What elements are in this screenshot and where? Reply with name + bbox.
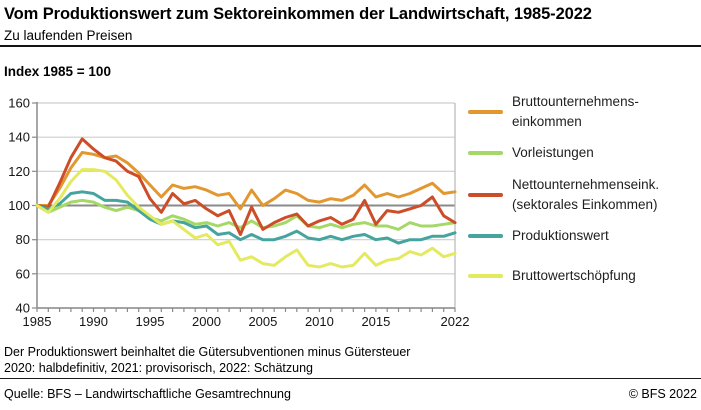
- legend-label: Vorleistungen: [512, 145, 594, 160]
- footnote-data-status: 2020: halbdefinitiv, 2021: provisorisch,…: [4, 361, 313, 375]
- footer-divider: [0, 378, 701, 380]
- legend-label: Nettounternehmenseink. (sektorales Einko…: [512, 177, 660, 212]
- y-tick-label: 100: [8, 198, 30, 213]
- legend-label: Produktionswert: [512, 228, 609, 243]
- series-line-3: [35, 190, 457, 245]
- legend-item-bruttounternehmenseinkommen: Bruttounternehmens- einkommen: [468, 92, 639, 132]
- legend-item-produktionswert: Produktionswert: [468, 226, 609, 246]
- legend-item-nettounternehmenseinkommen: Nettounternehmenseink. (sektorales Einko…: [468, 175, 659, 215]
- source-label: Quelle: BFS – Landwirtschaftliche Gesamt…: [4, 387, 291, 401]
- legend-swatch-orange: [468, 109, 503, 115]
- y-tick-label: 160: [8, 96, 30, 111]
- x-tick-label: 2022: [441, 314, 470, 329]
- y-tick-label: 140: [8, 130, 30, 145]
- footnote-produktionswert: Der Produktionswert beinhaltet die Güter…: [4, 345, 411, 359]
- legend-swatch-teal: [468, 233, 503, 239]
- x-tick-label: 2010: [305, 314, 334, 329]
- y-tick-label: 40: [16, 301, 30, 316]
- y-tick-label: 120: [8, 164, 30, 179]
- series-line-4: [35, 168, 457, 269]
- x-tick-label: 2000: [192, 314, 221, 329]
- legend-item-vorleistungen: Vorleistungen: [468, 143, 594, 163]
- x-tick-label: 1985: [23, 314, 52, 329]
- series-line-2: [35, 137, 457, 236]
- x-tick-label: 2005: [248, 314, 277, 329]
- y-tick-label: 60: [16, 266, 30, 281]
- line-chart: 40 60 80 100 120 140 160 1985 1990 1995 2000 2005 20…: [8, 96, 470, 330]
- x-tick-label: 2015: [361, 314, 390, 329]
- x-tick-label: 1990: [79, 314, 108, 329]
- x-tick-label: 1995: [136, 314, 165, 329]
- page-title: Vom Produktionswert zum Sektoreinkommen …: [4, 5, 592, 23]
- legend-swatch-green: [468, 150, 503, 156]
- copyright-label: © BFS 2022: [628, 387, 697, 401]
- header-divider: [0, 45, 701, 47]
- legend-label: Bruttounternehmens- einkommen: [512, 94, 639, 129]
- y-tick-label: 80: [16, 232, 30, 247]
- series-line-0: [35, 151, 457, 211]
- legend-label: Bruttowertschöpfung: [512, 268, 636, 283]
- legend-swatch-red: [468, 192, 503, 198]
- legend-swatch-yellow: [468, 273, 503, 279]
- page-subtitle: Zu laufenden Preisen: [4, 28, 133, 43]
- chart-legend: Bruttounternehmens- einkommen Vorleistun…: [468, 0, 701, 345]
- y-axis-unit-label: Index 1985 = 100: [4, 64, 111, 79]
- legend-item-bruttowertschoepfung: Bruttowertschöpfung: [468, 266, 636, 286]
